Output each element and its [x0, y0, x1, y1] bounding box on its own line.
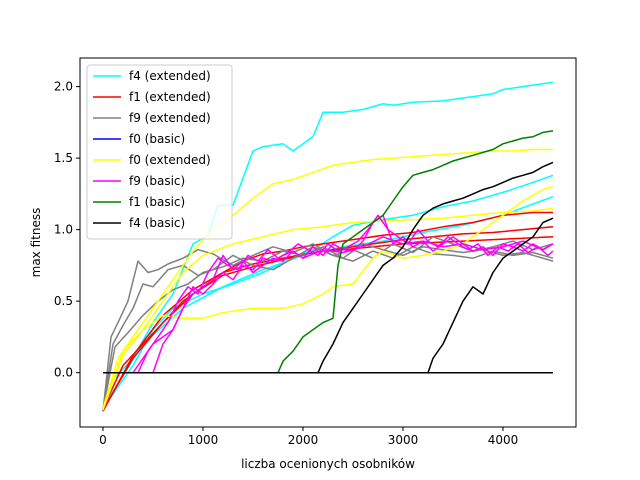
series-line-18 [103, 217, 554, 374]
y-tick-label: 1.0 [54, 223, 73, 237]
y-tick-label: 1.5 [54, 151, 73, 165]
series-line-6 [102, 243, 554, 412]
axes-layer [79, 57, 577, 428]
y-tick-label: 0.5 [54, 294, 73, 308]
series-line-15 [103, 236, 554, 374]
series-layer [102, 81, 554, 412]
y-tick-label: 2.0 [54, 80, 73, 94]
series-line-11 [102, 185, 554, 411]
series-line-14 [103, 214, 554, 374]
ticks-layer: 0 1000 2000 3000 4000 0.0 0.5 1.0 1.5 2.0 [54, 80, 518, 447]
series-line-8 [102, 243, 554, 410]
x-tick-label: 1000 [188, 433, 219, 447]
series-line-0 [102, 81, 554, 412]
series-line-16 [103, 130, 554, 374]
series-line-12 [102, 207, 554, 411]
legend-label: f4 (basic) [129, 216, 185, 230]
legend-label: f0 (extended) [129, 153, 211, 167]
x-tick-label: 4000 [488, 433, 519, 447]
series-line-10 [102, 148, 553, 409]
x-axis-label: liczba ocenionych osobników [241, 457, 415, 471]
y-tick-label: 0.0 [54, 366, 73, 380]
legend: f4 (extended) f1 (extended) f9 (extended) f… [86, 64, 233, 240]
legend-label: f1 (basic) [129, 195, 185, 209]
plot-frame [79, 57, 577, 428]
legend-label: f9 (basic) [129, 174, 185, 188]
legend-label: f9 (extended) [129, 111, 211, 125]
series-line-17 [103, 161, 554, 374]
x-tick-label: 2000 [288, 433, 319, 447]
x-tick-label: 0 [99, 433, 107, 447]
y-axis-label: max fitness [29, 208, 43, 278]
legend-label: f0 (basic) [129, 132, 185, 146]
legend-label: f1 (extended) [129, 90, 211, 104]
legend-label: f4 (extended) [129, 69, 211, 83]
x-tick-label: 3000 [388, 433, 419, 447]
legend-box [86, 64, 233, 240]
